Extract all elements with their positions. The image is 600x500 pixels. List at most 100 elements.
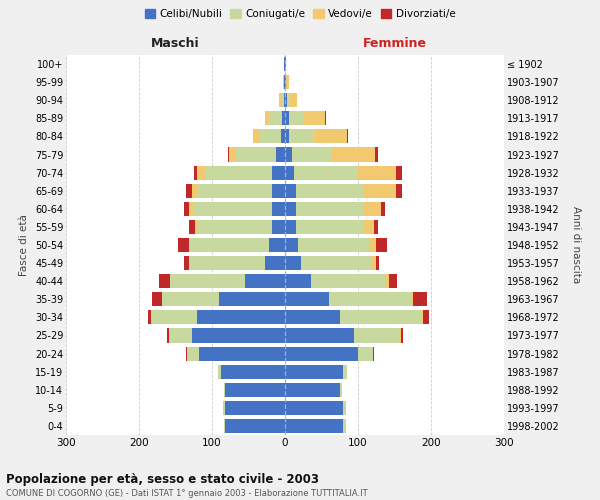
Bar xyxy=(285,346,358,360)
Bar xyxy=(282,93,284,108)
Bar xyxy=(269,238,285,252)
Bar xyxy=(285,364,343,378)
Bar xyxy=(286,75,289,89)
Bar xyxy=(163,292,220,306)
Bar xyxy=(272,202,285,216)
Bar xyxy=(225,401,285,415)
Bar xyxy=(194,166,197,179)
Bar xyxy=(276,148,285,162)
Bar xyxy=(363,184,396,198)
Bar xyxy=(187,346,188,360)
Bar xyxy=(375,148,379,162)
Bar xyxy=(190,202,193,216)
Bar xyxy=(178,238,188,252)
Bar xyxy=(396,184,402,198)
Bar xyxy=(259,130,281,143)
Bar xyxy=(191,328,285,342)
Y-axis label: Anni di nascita: Anni di nascita xyxy=(571,206,581,284)
Bar xyxy=(283,75,284,89)
Bar xyxy=(197,220,272,234)
Bar xyxy=(363,202,382,216)
Bar xyxy=(325,112,326,126)
Bar xyxy=(287,93,290,108)
Bar xyxy=(190,238,269,252)
Bar xyxy=(311,274,385,288)
Bar xyxy=(343,364,347,378)
Text: COMUNE DI COGORNO (GE) - Dati ISTAT 1° gennaio 2003 - Elaborazione TUTTITALIA.IT: COMUNE DI COGORNO (GE) - Dati ISTAT 1° g… xyxy=(6,489,368,498)
Bar xyxy=(285,130,289,143)
Bar xyxy=(205,166,272,179)
Bar xyxy=(197,166,205,179)
Bar xyxy=(372,256,376,270)
Bar xyxy=(184,256,190,270)
Bar xyxy=(284,93,285,108)
Bar xyxy=(221,364,285,378)
Bar xyxy=(159,274,170,288)
Bar xyxy=(161,292,163,306)
Bar xyxy=(229,148,236,162)
Bar xyxy=(193,202,272,216)
Bar xyxy=(290,93,298,108)
Bar xyxy=(303,112,325,126)
Bar xyxy=(191,184,197,198)
Bar xyxy=(413,292,427,306)
Bar xyxy=(284,57,285,71)
Bar xyxy=(285,274,311,288)
Bar xyxy=(301,256,372,270)
Bar xyxy=(355,328,400,342)
Bar xyxy=(197,310,285,324)
Bar xyxy=(167,328,169,342)
Bar xyxy=(285,202,296,216)
Bar xyxy=(152,292,161,306)
Bar xyxy=(253,130,259,143)
Bar xyxy=(197,184,272,198)
Bar xyxy=(170,328,191,342)
Bar xyxy=(289,130,314,143)
Bar xyxy=(401,328,403,342)
Bar xyxy=(225,419,285,433)
Bar xyxy=(169,328,170,342)
Y-axis label: Fasce di età: Fasce di età xyxy=(19,214,29,276)
Bar xyxy=(269,112,282,126)
Bar xyxy=(236,148,276,162)
Bar xyxy=(285,184,296,198)
Bar xyxy=(294,166,358,179)
Bar xyxy=(382,202,385,216)
Bar xyxy=(265,112,269,126)
Bar xyxy=(184,202,190,216)
Bar xyxy=(186,184,191,198)
Bar xyxy=(292,148,332,162)
Bar xyxy=(385,274,389,288)
Bar xyxy=(148,310,151,324)
Bar xyxy=(285,419,343,433)
Bar xyxy=(190,220,195,234)
Bar xyxy=(400,328,401,342)
Bar xyxy=(223,401,225,415)
Bar xyxy=(374,220,378,234)
Bar xyxy=(199,346,285,360)
Bar xyxy=(220,292,285,306)
Bar xyxy=(289,112,303,126)
Bar xyxy=(190,256,265,270)
Bar xyxy=(314,130,347,143)
Bar xyxy=(225,382,285,397)
Bar xyxy=(285,238,298,252)
Bar xyxy=(285,148,292,162)
Bar xyxy=(332,148,375,162)
Bar xyxy=(285,401,343,415)
Bar xyxy=(396,166,402,179)
Bar xyxy=(329,292,410,306)
Text: Popolazione per età, sesso e stato civile - 2003: Popolazione per età, sesso e stato civil… xyxy=(6,472,319,486)
Bar xyxy=(340,310,422,324)
Text: Femmine: Femmine xyxy=(362,36,427,50)
Bar xyxy=(410,292,413,306)
Bar xyxy=(285,310,340,324)
Bar xyxy=(340,382,342,397)
Bar xyxy=(151,310,152,324)
Bar xyxy=(188,346,199,360)
Bar xyxy=(281,130,285,143)
Bar xyxy=(195,220,197,234)
Bar xyxy=(272,220,285,234)
Bar xyxy=(358,346,373,360)
Bar xyxy=(376,238,387,252)
